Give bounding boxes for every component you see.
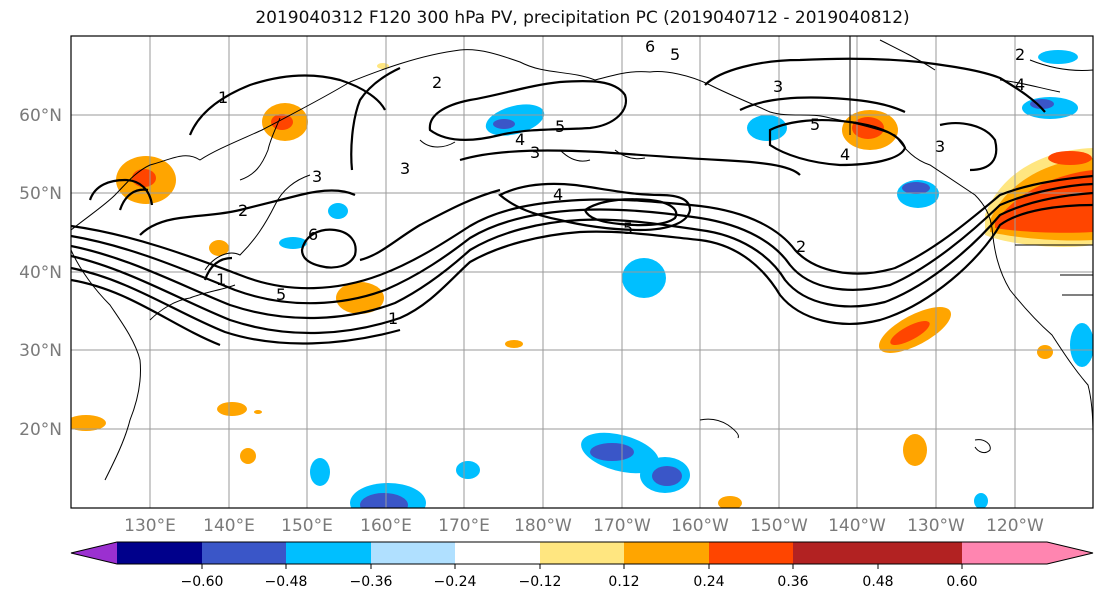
pv-contour-labels: 1 2 3 4 5 6 1 5 3 4 5 4 3 3 5 2 5 6 4 2 … xyxy=(216,37,1025,328)
colorbar-ticks xyxy=(201,564,963,569)
positive-anomaly-right xyxy=(718,110,1093,508)
contour-label: 3 xyxy=(773,77,783,96)
contour-label: 5 xyxy=(555,117,565,136)
colorbar-tick-label: 0.12 xyxy=(608,574,639,590)
colorbar-tick-label: −0.12 xyxy=(519,574,562,590)
lat-label-60n: 60°N xyxy=(19,106,62,126)
contour-label: 1 xyxy=(218,88,228,107)
contour-label: 5 xyxy=(276,285,286,304)
lon-label: 180°W xyxy=(514,516,572,536)
lat-label-20n: 20°N xyxy=(19,420,62,440)
pv-contours xyxy=(71,57,1093,347)
contour-label: 5 xyxy=(810,115,820,134)
colorbar-tick-label: 0.60 xyxy=(946,574,977,590)
colorbar-swatch xyxy=(117,542,202,564)
colorbar-extend-max xyxy=(1047,542,1093,564)
colorbar-swatch xyxy=(962,542,1047,564)
colorbar-swatch xyxy=(286,542,371,564)
colorbar-tick-label: −0.24 xyxy=(434,574,477,590)
colorbar-tick-label: 0.36 xyxy=(777,574,808,590)
contour-label: 1 xyxy=(388,309,398,328)
colorbar-tick-label: −0.36 xyxy=(350,574,393,590)
positive-anomaly-left xyxy=(71,63,523,464)
lon-label: 130°E xyxy=(124,516,176,536)
longitude-labels: 130°E 140°E 150°E 160°E 170°E 180°W 170°… xyxy=(124,516,1044,536)
lat-label-40n: 40°N xyxy=(19,263,62,283)
colorbar-outline xyxy=(70,541,1094,565)
contour-label: 2 xyxy=(1015,45,1025,64)
contour-label: 3 xyxy=(530,143,540,162)
lon-label: 160°E xyxy=(360,516,412,536)
lon-label: 140°E xyxy=(203,516,255,536)
colorbar-swatch xyxy=(793,542,878,564)
contour-label: 4 xyxy=(840,145,850,164)
contour-label: 6 xyxy=(645,37,655,56)
contour-label: 1 xyxy=(216,270,226,289)
contour-label: 4 xyxy=(1015,75,1025,94)
colorbar-swatch xyxy=(455,542,540,564)
colorbar-tick-label: 0.24 xyxy=(693,574,724,590)
contour-label: 6 xyxy=(308,225,318,244)
lon-label: 150°W xyxy=(750,516,808,536)
negative-anomaly-areas xyxy=(279,50,1093,508)
contour-label: 4 xyxy=(553,185,563,204)
lat-label-50n: 50°N xyxy=(19,184,62,204)
map-border xyxy=(70,35,1094,509)
lon-label: 160°W xyxy=(671,516,729,536)
colorbar: −0.60 −0.48 −0.36 −0.24 −0.12 0.12 0.24 … xyxy=(70,541,1094,590)
colorbar-swatch xyxy=(624,542,709,564)
lon-label: 140°W xyxy=(828,516,886,536)
colorbar-extend-min xyxy=(71,542,117,564)
precipitation-shading xyxy=(71,50,1093,508)
colorbar-tick-label: −0.48 xyxy=(265,574,308,590)
contour-label: 5 xyxy=(670,45,680,64)
lon-label: 150°E xyxy=(281,516,333,536)
contour-label: 2 xyxy=(796,237,806,256)
map-title: 2019040312 F120 300 hPa PV, precipitatio… xyxy=(255,8,910,28)
colorbar-swatch xyxy=(878,542,963,564)
lon-label: 130°W xyxy=(907,516,965,536)
colorbar-swatch xyxy=(371,542,456,564)
colorbar-swatch xyxy=(709,542,794,564)
lon-label: 170°W xyxy=(593,516,651,536)
contour-label: 2 xyxy=(432,73,442,92)
contour-label: 3 xyxy=(312,167,322,186)
coastlines xyxy=(71,36,1093,481)
contour-label: 4 xyxy=(515,130,525,149)
contour-label: 3 xyxy=(400,159,410,178)
colorbar-tick-label: 0.48 xyxy=(862,574,893,590)
lat-label-30n: 30°N xyxy=(19,341,62,361)
contour-label: 3 xyxy=(935,137,945,156)
latitude-labels: 60°N 50°N 40°N 30°N 20°N xyxy=(19,106,62,440)
lon-label: 170°E xyxy=(438,516,490,536)
colorbar-swatch xyxy=(202,542,287,564)
contour-label: 2 xyxy=(238,201,248,220)
contour-label: 5 xyxy=(623,219,633,238)
colorbar-swatch xyxy=(540,542,625,564)
colorbar-tick-label: −0.60 xyxy=(181,574,224,590)
lon-label: 120°W xyxy=(986,516,1044,536)
